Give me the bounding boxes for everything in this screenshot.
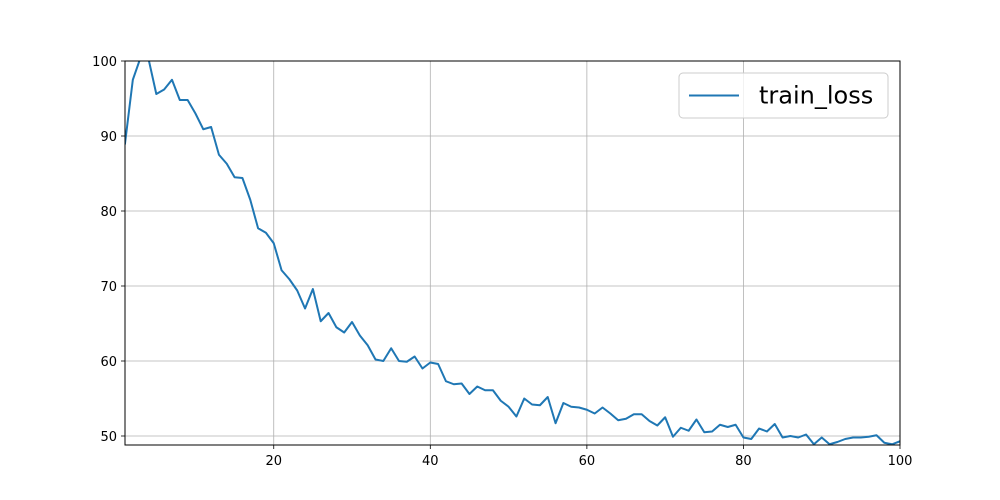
series-layer xyxy=(125,61,900,445)
y-tick-label: 60 xyxy=(100,355,117,370)
series-line-train-loss xyxy=(125,61,900,445)
grid-lines xyxy=(125,60,901,445)
legend-label-train-loss: train_loss xyxy=(759,82,873,110)
plot-frame xyxy=(124,60,901,446)
legend: train_loss xyxy=(678,72,889,119)
y-tick-label: 100 xyxy=(92,55,117,70)
y-tick-label: 90 xyxy=(100,130,117,145)
x-tick-label: 20 xyxy=(265,454,282,469)
y-tick-label: 80 xyxy=(100,205,117,220)
x-tick-label: 100 xyxy=(888,454,913,469)
legend-box xyxy=(678,72,889,119)
x-tick-label: 60 xyxy=(579,454,596,469)
y-tick-label: 70 xyxy=(100,280,117,295)
axes-layer: 20 40 60 80 100 50 60 70 80 90 100 xyxy=(92,55,912,469)
y-tick-label: 50 xyxy=(100,430,117,445)
x-tick-label: 40 xyxy=(422,454,439,469)
x-tick-label: 80 xyxy=(735,454,752,469)
